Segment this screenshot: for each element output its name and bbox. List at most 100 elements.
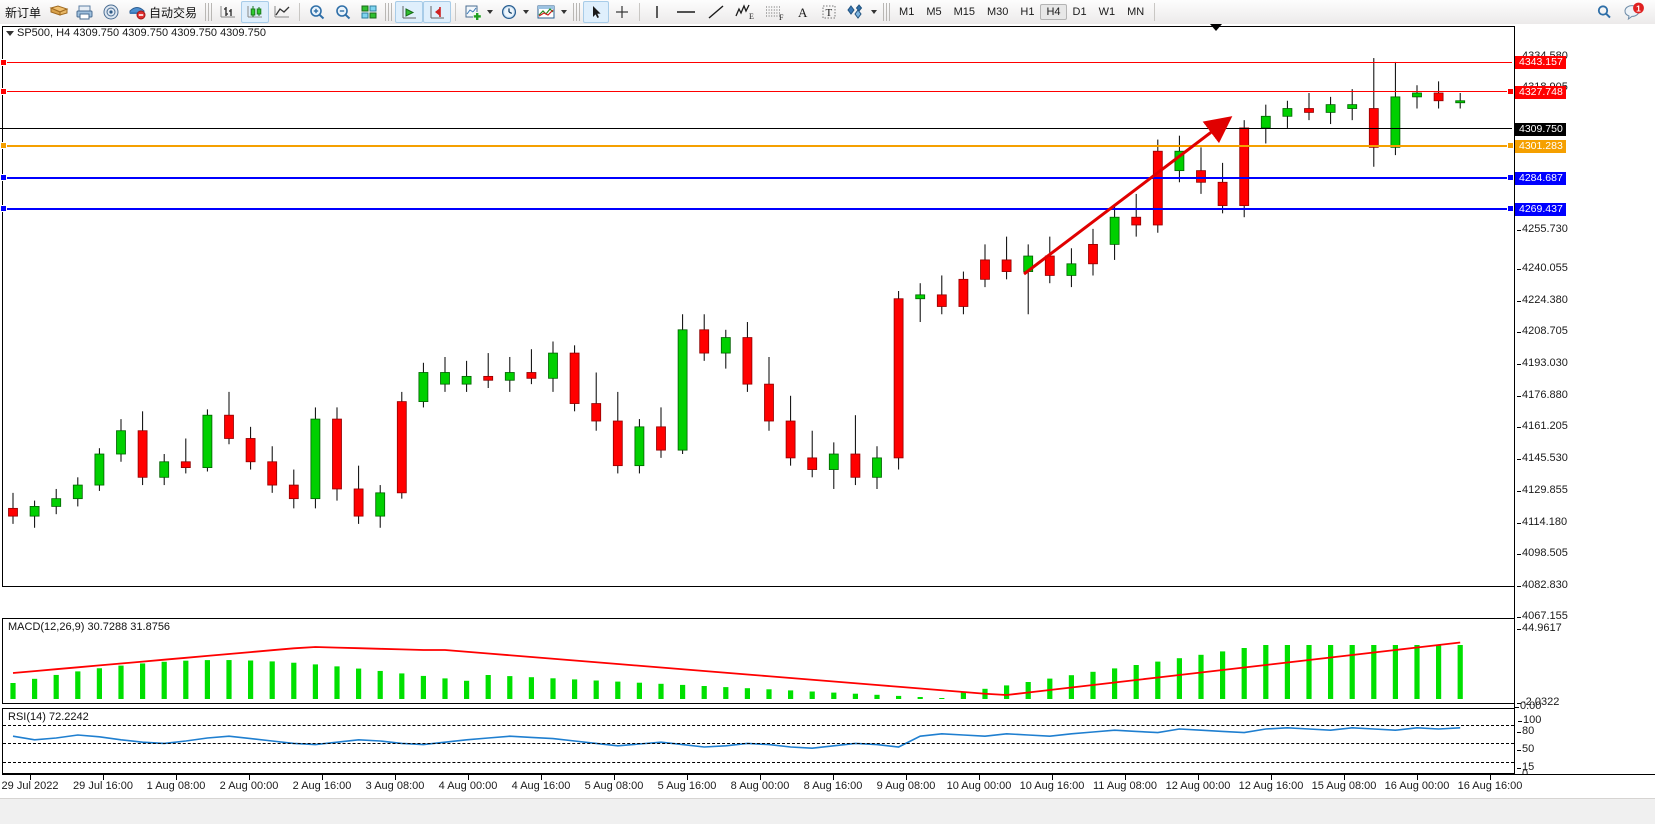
price-axis[interactable]: 4334.580 4318.905 4255.730 4240.055 4224… <box>1514 26 1655 780</box>
macd-pane[interactable]: MACD(12,26,9) 30.7288 31.8756 <box>2 618 1514 704</box>
hline-4343[interactable] <box>0 62 1512 63</box>
zoom-out-icon[interactable] <box>330 1 356 23</box>
timeframe-m30[interactable]: M30 <box>987 6 1009 18</box>
timeframe-m15[interactable]: M15 <box>953 6 975 18</box>
templates-icon[interactable] <box>532 1 560 23</box>
timeframe-d1[interactable]: D1 <box>1072 6 1087 18</box>
folder-icon[interactable] <box>46 1 72 23</box>
hline-4269[interactable] <box>0 208 1512 210</box>
timeframe-m1[interactable]: M1 <box>899 6 915 18</box>
chevron-down-icon-3[interactable] <box>561 10 568 14</box>
svg-text:T: T <box>826 7 833 19</box>
up-trend-arrow[interactable] <box>1010 109 1250 289</box>
price-tick: 4098.505 <box>1517 547 1568 559</box>
bar-chart-icon[interactable] <box>215 1 241 23</box>
hline-handle-4269-right[interactable] <box>1507 205 1514 212</box>
rsi-pane[interactable]: RSI(14) 72.2242 <box>2 708 1514 774</box>
price-tick: 4067.155 <box>1517 610 1568 622</box>
shapes-icon[interactable] <box>842 1 870 23</box>
time-label: 2 Aug 00:00 <box>219 780 279 792</box>
new-order-button[interactable]: 新订单 <box>0 1 46 23</box>
rsi-axis-80: 80 <box>1516 725 1535 737</box>
time-label: 1 Aug 08:00 <box>146 780 206 792</box>
shift-start-icon[interactable] <box>395 1 424 23</box>
time-tick <box>395 775 396 780</box>
time-axis[interactable]: 29 Jul 2022 29 Jul 16:00 1 Aug 08:00 2 Aug … <box>2 774 1655 799</box>
shift-end-icon[interactable] <box>423 1 452 23</box>
rsi-axis-50: 50 <box>1516 743 1535 755</box>
printer-icon[interactable] <box>72 1 98 23</box>
rsi-level-50 <box>3 743 1514 744</box>
line-chart-icon[interactable] <box>269 1 295 23</box>
chevron-down-icon-2[interactable] <box>523 10 530 14</box>
time-tick <box>687 775 688 780</box>
zoom-in-icon[interactable] <box>304 1 330 23</box>
elliott-wave-icon[interactable]: E <box>730 1 760 23</box>
price-label-support-2[interactable]: 4269.437 <box>1515 203 1566 216</box>
tile-windows-icon[interactable] <box>356 1 382 23</box>
hline-4327[interactable] <box>0 91 1512 92</box>
price-label-resistance-1[interactable]: 4343.157 <box>1515 56 1566 69</box>
time-label: 15 Aug 08:00 <box>1311 780 1377 792</box>
notification-icon[interactable]: 1 <box>1619 1 1649 23</box>
price-label-resistance-2[interactable]: 4327.748 <box>1515 86 1566 99</box>
price-pane[interactable] <box>2 26 1514 587</box>
hline-handle-4269[interactable] <box>0 205 7 212</box>
hline-handle-4284[interactable] <box>0 174 7 181</box>
time-label: 16 Aug 16:00 <box>1457 780 1523 792</box>
toolbar-grip-4[interactable] <box>883 3 891 21</box>
timeframe-w1[interactable]: W1 <box>1098 6 1116 18</box>
timeframe-m5[interactable]: M5 <box>926 6 942 18</box>
price-tick: 4082.830 <box>1517 579 1568 591</box>
crosshair-icon[interactable] <box>609 1 635 23</box>
time-label: 12 Aug 00:00 <box>1165 780 1231 792</box>
toolbar-grip-3[interactable] <box>573 3 581 21</box>
trendline-icon[interactable] <box>702 1 730 23</box>
chevron-down-icon-4[interactable] <box>871 10 878 14</box>
symbol-dropdown-arrow[interactable] <box>6 31 14 36</box>
price-label-last[interactable]: 4309.750 <box>1515 123 1566 136</box>
time-label: 29 Jul 16:00 <box>73 780 133 792</box>
macd-axis-bottom-a: -2.0322 <box>1516 696 1560 708</box>
time-label: 8 Aug 16:00 <box>803 780 863 792</box>
time-tick <box>103 775 104 780</box>
hline-handle-4284-right[interactable] <box>1507 174 1514 181</box>
toolbar-grip-2[interactable] <box>385 3 393 21</box>
auto-trading-button[interactable]: 自动交易 <box>124 1 202 23</box>
hline-handle-4343[interactable] <box>0 59 7 66</box>
horizontal-line-icon[interactable] <box>670 1 702 23</box>
vertical-line-icon[interactable] <box>644 1 670 23</box>
timeframe-h4[interactable]: H4 <box>1040 4 1067 20</box>
candlestick-chart-icon[interactable] <box>241 1 270 23</box>
time-tick <box>176 775 177 780</box>
cursor-icon[interactable] <box>583 1 610 23</box>
hline-4284[interactable] <box>0 177 1512 179</box>
time-label: 4 Aug 16:00 <box>511 780 571 792</box>
macd-plot <box>10 641 1463 699</box>
status-bar <box>0 798 1655 824</box>
hline-handle-4327-right[interactable] <box>1507 88 1514 95</box>
timeframe-mn[interactable]: MN <box>1127 6 1145 18</box>
hline-4301[interactable] <box>0 145 1512 147</box>
chevron-down-icon[interactable] <box>487 10 494 14</box>
chart-workspace: SP500, H4 4309.750 4309.750 4309.750 430… <box>0 24 1655 824</box>
fibonacci-icon[interactable]: F <box>760 1 790 23</box>
rsi-axis-100: 100 <box>1517 714 1542 726</box>
time-tick <box>979 775 980 780</box>
label-icon[interactable]: T <box>816 1 842 23</box>
text-icon[interactable]: A <box>790 1 816 23</box>
target-icon[interactable] <box>98 1 124 23</box>
price-label-orange[interactable]: 4301.283 <box>1515 140 1566 153</box>
add-indicator-icon[interactable] <box>460 1 486 23</box>
time-label: 5 Aug 08:00 <box>584 780 644 792</box>
price-label-support-1[interactable]: 4284.687 <box>1515 172 1566 185</box>
hline-handle-4327[interactable] <box>0 88 7 95</box>
period-clock-icon[interactable] <box>496 1 522 23</box>
price-tick: 4208.705 <box>1517 325 1568 337</box>
toolbar-grip[interactable] <box>205 3 213 21</box>
search-icon[interactable] <box>1591 1 1619 23</box>
hline-handle-4301-right[interactable] <box>1507 142 1514 149</box>
hline-handle-4301[interactable] <box>0 142 7 149</box>
timeframe-h1[interactable]: H1 <box>1020 6 1035 18</box>
